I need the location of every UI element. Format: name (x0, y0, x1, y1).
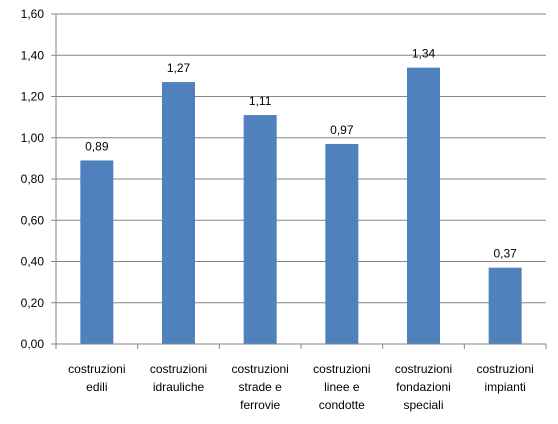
bar (325, 143, 359, 344)
y-tick-label: 1,40 (21, 48, 45, 62)
category-label: ferrovie (240, 398, 280, 412)
data-label: 1,11 (249, 94, 272, 108)
data-label: 1,34 (412, 47, 436, 61)
category-label: costruzioni (476, 362, 533, 376)
y-tick-label: 0,20 (21, 296, 45, 310)
y-tick-label: 1,20 (21, 90, 45, 104)
y-tick-label: 0,40 (21, 255, 45, 269)
category-label: costruzioni (395, 362, 452, 376)
axes (55, 14, 547, 349)
category-label: strade e (238, 380, 282, 394)
category-label: condotte (319, 398, 365, 412)
bar (407, 67, 440, 344)
data-labels: 0,89 1,27 1,11 0,97 1,34 0,37 (85, 47, 517, 261)
y-tick-label: 1,60 (21, 7, 45, 21)
y-axis-ticks: 0,00 0,20 0,40 0,60 0,80 1,00 1,20 1,40 1,60 (21, 7, 56, 351)
y-tick-label: 0,60 (21, 213, 45, 227)
data-label: 0,89 (85, 139, 109, 153)
category-label: idrauliche (153, 380, 205, 394)
data-label: 1,27 (167, 61, 191, 75)
category-label: costruzioni (150, 362, 207, 376)
y-tick-label: 1,00 (21, 131, 45, 145)
bar (162, 82, 195, 344)
y-tick-label: 0,80 (21, 172, 45, 186)
bar (80, 160, 114, 344)
data-label: 0,97 (330, 123, 354, 137)
x-axis-categories: costruzioni edili costruzioni idrauliche cos… (68, 362, 534, 412)
data-label: 0,37 (493, 247, 517, 261)
gridlines (56, 13, 546, 304)
y-tick-label: 0,00 (21, 337, 45, 351)
category-label: speciali (403, 398, 443, 412)
category-label: impianti (484, 380, 525, 394)
category-label: fondazioni (396, 380, 451, 394)
bars (80, 67, 522, 344)
category-label: costruzioni (68, 362, 125, 376)
category-label: costruzioni (313, 362, 370, 376)
category-label: linee e (324, 380, 360, 394)
category-label: costruzioni (231, 362, 288, 376)
category-label: edili (86, 380, 107, 394)
bar (243, 115, 277, 344)
bar (488, 267, 522, 344)
